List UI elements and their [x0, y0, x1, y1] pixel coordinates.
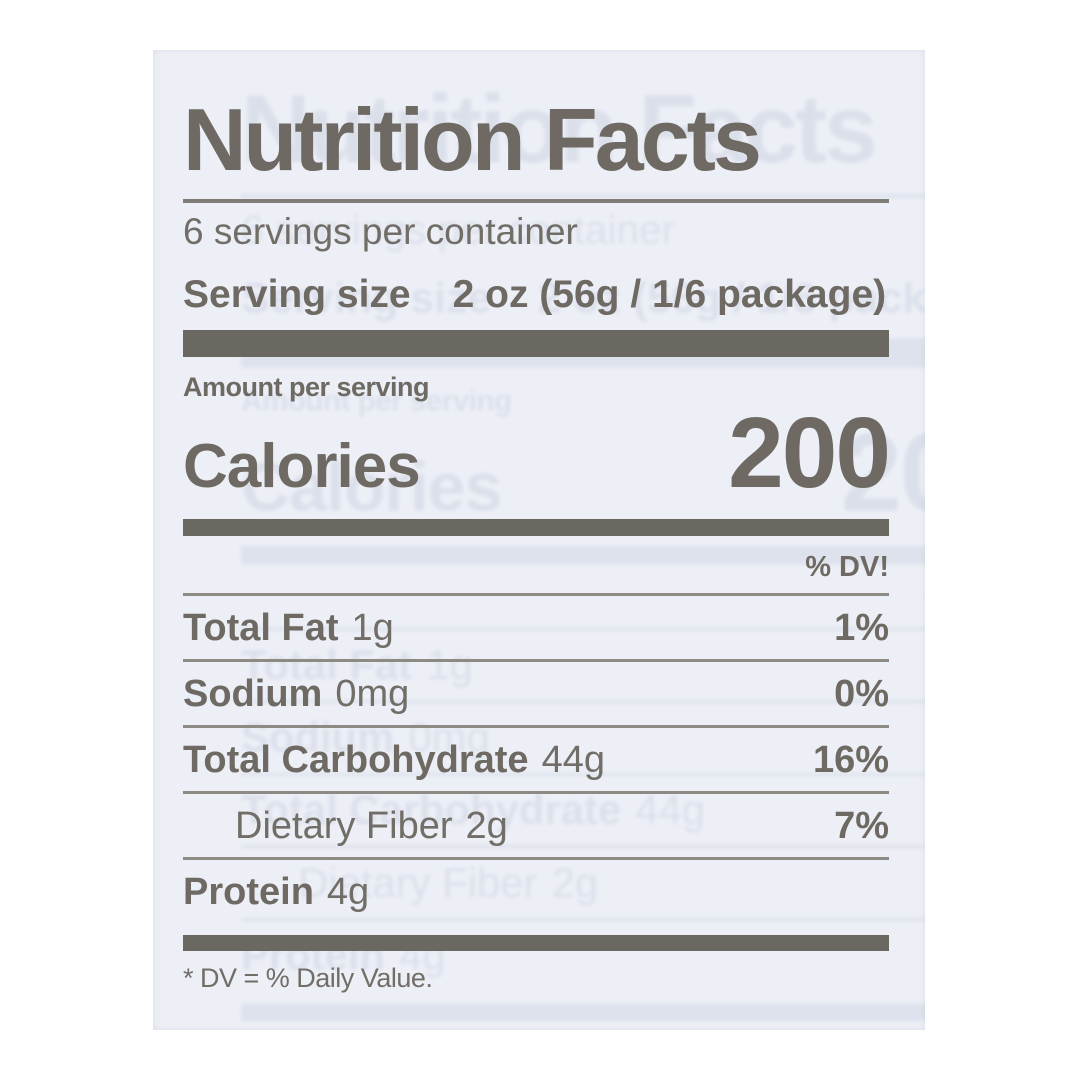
nutrient-amount: 4g [326, 870, 370, 913]
nutrient-rows: Total Fat 1g 1% Sodium 0mg 0% Total Carboh… [183, 596, 889, 922]
nutrient-name-group: Protein 4g [183, 870, 370, 913]
nutrient-row: Total Carbohydrate 44g 16% [183, 728, 889, 795]
daily-value-header: % DV! [805, 551, 889, 584]
nutrient-name-group: Total Fat 1g [183, 607, 394, 650]
nutrient-dv: 7% [834, 805, 889, 848]
thick-divider-top [183, 330, 889, 358]
thick-divider-bottom [183, 934, 889, 951]
hairline-divider [183, 593, 889, 597]
medium-divider [183, 519, 889, 537]
serving-size-value: 2 oz (56g / 1/6 package) [452, 273, 887, 317]
nutrient-name: Sodium [183, 673, 323, 716]
daily-value-footnote: * DV = % Daily Value. [183, 962, 433, 993]
nutrient-amount: 44g [541, 739, 605, 782]
nutrient-name: Total Carbohydrate [183, 739, 529, 782]
title-divider [183, 199, 889, 204]
nutrient-row: Protein 4g [183, 860, 889, 923]
calories-row: Calories 200 [183, 397, 891, 510]
serving-size-row: Serving size 2 oz (56g / 1/6 package) [183, 273, 889, 317]
nutrient-amount: 1g [351, 607, 394, 650]
nutrient-row: Sodium 0mg 0% [183, 662, 889, 729]
nutrient-dv: 0% [834, 673, 889, 716]
nutrient-amount: 2g [465, 805, 508, 848]
nutrient-amount: 0mg [335, 673, 410, 716]
nutrient-row: Dietary Fiber 2g 7% [183, 794, 889, 860]
nutrient-dv: 16% [812, 739, 889, 782]
servings-per-container: 6 servings per container [183, 211, 578, 253]
nutrition-label-card: Nutrition Facts 6 servings per container… [153, 50, 925, 1030]
serving-size-label: Serving size [183, 273, 411, 317]
calories-label: Calories [183, 432, 421, 502]
nutrient-name-group: Sodium 0mg [183, 673, 410, 716]
nutrient-row: Total Fat 1g 1% [183, 596, 889, 663]
nutrition-label: Nutrition Facts 6 servings per container… [153, 50, 925, 1030]
nutrient-name-group: Total Carbohydrate 44g [183, 739, 605, 782]
label-title: Nutrition Facts [183, 90, 762, 189]
nutrient-name: Protein [183, 870, 314, 913]
nutrient-name: Dietary Fiber [235, 805, 453, 848]
calories-value: 200 [728, 397, 891, 510]
nutrient-name: Total Fat [183, 607, 339, 650]
amount-per-serving-label: Amount per serving [183, 372, 430, 403]
nutrient-name-group: Dietary Fiber 2g [183, 805, 508, 848]
nutrient-dv: 1% [834, 607, 889, 650]
